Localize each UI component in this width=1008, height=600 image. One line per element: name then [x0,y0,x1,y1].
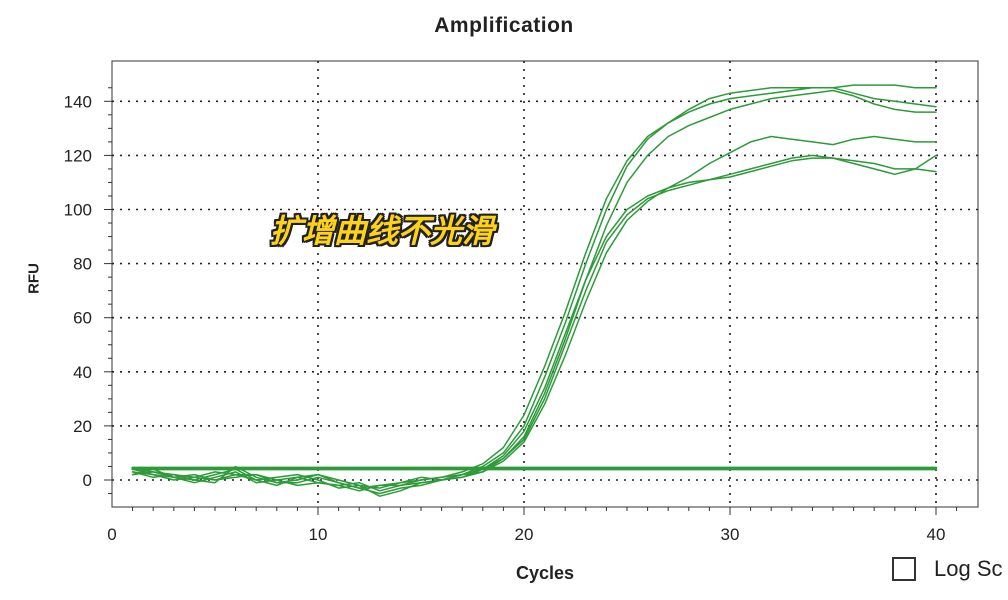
y-tick-label: 100 [64,201,92,220]
x-tick-label: 20 [515,525,534,544]
y-tick-label: 80 [73,255,92,274]
y-tick-label: 40 [73,363,92,382]
amplification-series-line [131,84,937,495]
amplification-series-line [131,87,937,492]
amplification-series-line [131,135,937,489]
x-axis-label: Cycles [515,563,575,583]
amplification-series-line [131,154,937,489]
x-tick-label: 30 [721,525,740,544]
chart-annotation: 扩增曲线不光滑 [270,212,495,250]
log-scale-checkbox[interactable] [892,557,916,581]
chart-title: Amplification [434,14,574,37]
log-scale-label: Log Sc [934,556,1003,581]
plot-frame [111,60,979,508]
amplification-series-line [131,154,937,492]
x-tick-label: 40 [927,525,946,544]
y-tick-label: 140 [64,92,92,111]
y-tick-label: 120 [64,146,92,165]
y-tick-label: 60 [73,309,92,328]
x-tick-label: 0 [107,525,116,544]
log-scale-toggle[interactable]: Log Sc [892,556,1003,582]
y-tick-label: 0 [83,471,92,490]
amplification-series-line [131,89,937,497]
y-tick-label: 20 [73,417,92,436]
x-tick-label: 10 [309,525,328,544]
